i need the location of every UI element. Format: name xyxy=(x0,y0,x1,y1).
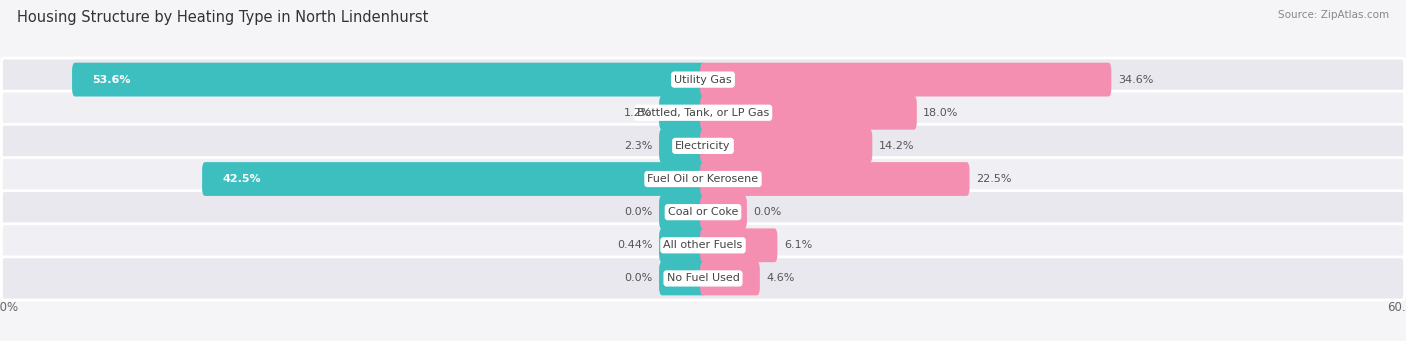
Text: 6.1%: 6.1% xyxy=(785,240,813,250)
FancyBboxPatch shape xyxy=(1,257,1405,300)
FancyBboxPatch shape xyxy=(72,63,706,97)
Text: 0.0%: 0.0% xyxy=(624,273,652,283)
FancyBboxPatch shape xyxy=(700,262,759,295)
Text: 0.0%: 0.0% xyxy=(624,207,652,217)
Text: 42.5%: 42.5% xyxy=(222,174,262,184)
Text: 1.2%: 1.2% xyxy=(624,108,652,118)
FancyBboxPatch shape xyxy=(659,195,706,229)
Text: Source: ZipAtlas.com: Source: ZipAtlas.com xyxy=(1278,10,1389,20)
Text: Housing Structure by Heating Type in North Lindenhurst: Housing Structure by Heating Type in Nor… xyxy=(17,10,429,25)
Text: Electricity: Electricity xyxy=(675,141,731,151)
FancyBboxPatch shape xyxy=(659,228,706,262)
Text: 2.3%: 2.3% xyxy=(624,141,652,151)
FancyBboxPatch shape xyxy=(202,162,706,196)
FancyBboxPatch shape xyxy=(659,96,706,130)
FancyBboxPatch shape xyxy=(659,262,706,295)
Text: 0.44%: 0.44% xyxy=(617,240,652,250)
Text: Utility Gas: Utility Gas xyxy=(675,75,731,85)
Text: 53.6%: 53.6% xyxy=(93,75,131,85)
Text: 0.0%: 0.0% xyxy=(754,207,782,217)
FancyBboxPatch shape xyxy=(700,63,1111,97)
FancyBboxPatch shape xyxy=(1,158,1405,201)
FancyBboxPatch shape xyxy=(1,91,1405,134)
FancyBboxPatch shape xyxy=(1,191,1405,234)
Text: 14.2%: 14.2% xyxy=(879,141,914,151)
Text: 18.0%: 18.0% xyxy=(924,108,959,118)
Text: 22.5%: 22.5% xyxy=(976,174,1011,184)
FancyBboxPatch shape xyxy=(700,129,872,163)
FancyBboxPatch shape xyxy=(1,224,1405,267)
Text: Bottled, Tank, or LP Gas: Bottled, Tank, or LP Gas xyxy=(637,108,769,118)
Text: All other Fuels: All other Fuels xyxy=(664,240,742,250)
FancyBboxPatch shape xyxy=(1,124,1405,167)
FancyBboxPatch shape xyxy=(700,195,747,229)
FancyBboxPatch shape xyxy=(1,58,1405,101)
FancyBboxPatch shape xyxy=(659,129,706,163)
Text: Coal or Coke: Coal or Coke xyxy=(668,207,738,217)
FancyBboxPatch shape xyxy=(700,96,917,130)
Text: 34.6%: 34.6% xyxy=(1118,75,1153,85)
Text: No Fuel Used: No Fuel Used xyxy=(666,273,740,283)
FancyBboxPatch shape xyxy=(700,228,778,262)
Text: 4.6%: 4.6% xyxy=(766,273,794,283)
FancyBboxPatch shape xyxy=(700,162,970,196)
Text: Fuel Oil or Kerosene: Fuel Oil or Kerosene xyxy=(647,174,759,184)
